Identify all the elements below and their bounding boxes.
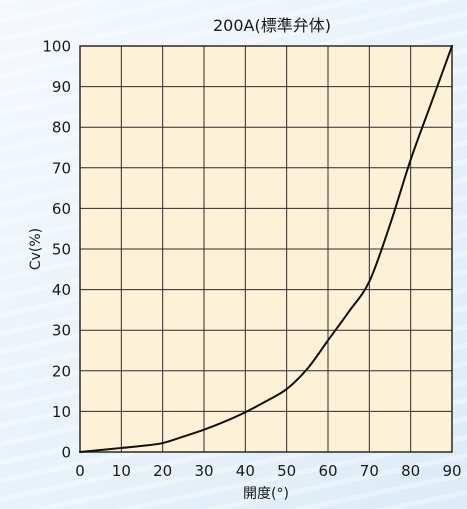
y-tick-label: 50 [52, 241, 71, 259]
x-axis: 0 10 20 30 40 50 60 70 80 90 [75, 462, 461, 480]
x-tick-label: 70 [360, 462, 379, 480]
y-axis-label: Cv(%) [28, 228, 44, 270]
chart-title: 200A(標準弁体) [213, 16, 331, 35]
y-tick-label: 90 [52, 78, 71, 96]
x-tick-label: 80 [401, 462, 420, 480]
x-tick-label: 60 [318, 462, 337, 480]
grid-lines [79, 45, 453, 453]
y-tick-label: 40 [52, 281, 71, 299]
y-tick-label: 0 [61, 444, 71, 462]
y-tick-label: 60 [52, 200, 71, 218]
x-tick-label: 90 [442, 462, 461, 480]
y-tick-label: 30 [52, 322, 71, 340]
y-tick-label: 80 [52, 119, 71, 137]
x-tick-label: 50 [277, 462, 296, 480]
y-axis: 0 10 20 30 40 50 60 70 80 90 100 [42, 38, 71, 462]
x-tick-label: 0 [75, 462, 85, 480]
x-axis-label: 開度(°) [243, 486, 289, 502]
y-tick-label: 100 [42, 38, 71, 56]
x-tick-label: 30 [194, 462, 213, 480]
x-tick-label: 10 [112, 462, 131, 480]
cv-curve [79, 45, 453, 453]
x-tick-label: 20 [153, 462, 172, 480]
y-tick-label: 10 [52, 403, 71, 421]
y-tick-label: 20 [52, 362, 71, 380]
x-tick-label: 40 [236, 462, 255, 480]
y-tick-label: 70 [52, 159, 71, 177]
